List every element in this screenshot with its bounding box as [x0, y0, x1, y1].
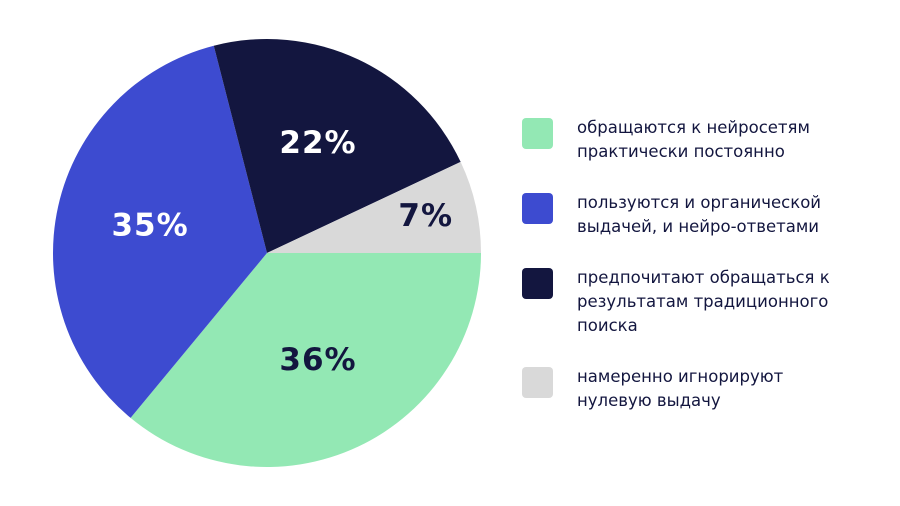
- slice-label: 35%: [111, 207, 188, 243]
- slice-label: 22%: [279, 125, 356, 161]
- pie-slice: [267, 161, 481, 253]
- slice-label: 7%: [398, 198, 453, 234]
- slice-label: 36%: [279, 342, 356, 378]
- legend-swatch: [522, 268, 553, 299]
- legend-label: пользуются и органической выдачей, и ней…: [577, 193, 822, 236]
- pie-slice: [52, 45, 268, 418]
- legend-item: пользуются и органической выдачей, и ней…: [522, 191, 862, 239]
- legend-item: намеренно игнорируют нулевую выдачу: [522, 365, 862, 413]
- legend-label: намеренно игнорируют нулевую выдачу: [577, 367, 784, 410]
- legend: обращаются к нейросетям практически пост…: [522, 116, 862, 440]
- legend-swatch: [522, 193, 553, 224]
- pie-slice: [213, 39, 461, 254]
- legend-item: предпочитают обращаться к результатам тр…: [522, 266, 862, 338]
- legend-swatch: [522, 367, 553, 398]
- legend-item: обращаются к нейросетям практически пост…: [522, 116, 862, 164]
- legend-swatch: [522, 118, 553, 149]
- legend-label: обращаются к нейросетям практически пост…: [577, 118, 810, 161]
- legend-label: предпочитают обращаться к результатам тр…: [577, 268, 830, 335]
- pie-slice: [130, 253, 482, 467]
